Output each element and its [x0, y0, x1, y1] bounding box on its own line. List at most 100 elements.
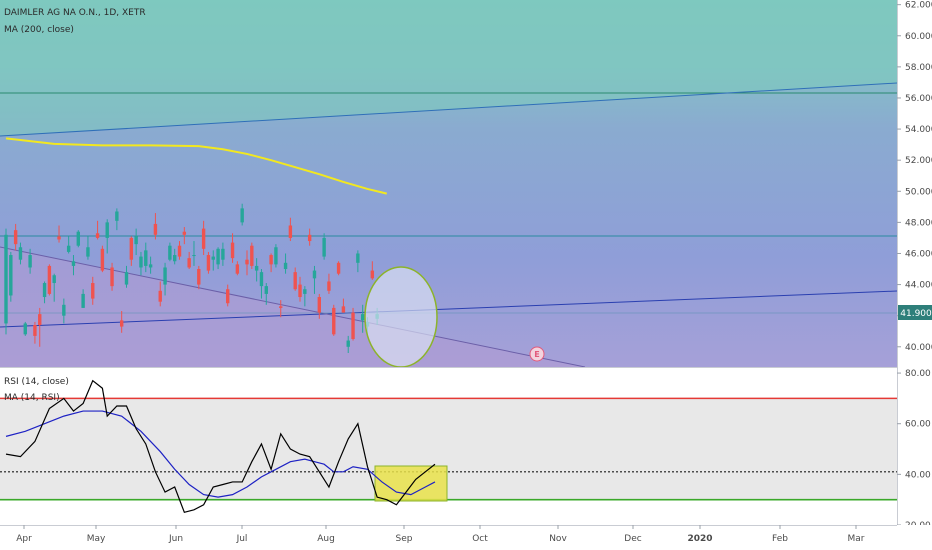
- candle[interactable]: [332, 304, 336, 336]
- descending-trend-line[interactable]: [0, 246, 586, 367]
- rsi-ma-line[interactable]: [5, 410, 436, 498]
- candle[interactable]: [235, 261, 240, 276]
- candle[interactable]: [336, 261, 341, 276]
- candle[interactable]: [226, 284, 230, 307]
- candle[interactable]: [81, 289, 85, 308]
- candle[interactable]: [168, 242, 172, 262]
- candle[interactable]: [356, 250, 360, 273]
- candle[interactable]: [259, 269, 264, 299]
- earnings-badge-label: E: [534, 350, 539, 359]
- candle[interactable]: [52, 273, 56, 302]
- candle[interactable]: [105, 219, 109, 254]
- candle[interactable]: [283, 253, 288, 274]
- candle[interactable]: [144, 242, 148, 273]
- candle[interactable]: [173, 248, 177, 265]
- candle[interactable]: [38, 307, 42, 347]
- candle[interactable]: [322, 233, 326, 260]
- candle[interactable]: [192, 241, 196, 266]
- candle[interactable]: [18, 242, 23, 265]
- candle[interactable]: [269, 253, 273, 273]
- candle[interactable]: [182, 227, 187, 245]
- candle[interactable]: [221, 242, 225, 266]
- ma-200-line[interactable]: [5, 137, 388, 195]
- candle[interactable]: [134, 228, 138, 256]
- candle[interactable]: [303, 286, 307, 307]
- rsi-ma-label[interactable]: MA (14, RSI): [4, 393, 60, 403]
- candle[interactable]: [307, 228, 312, 246]
- candle[interactable]: [66, 236, 71, 254]
- candle[interactable]: [23, 321, 27, 336]
- rsi-line[interactable]: [5, 379, 436, 514]
- price-scale[interactable]: [897, 0, 932, 525]
- candle-body: [9, 255, 13, 296]
- candle[interactable]: [279, 300, 283, 318]
- time-axis[interactable]: [0, 525, 932, 550]
- candle-body: [279, 306, 283, 308]
- candle[interactable]: [211, 250, 215, 271]
- time-tick-label: Dec: [624, 534, 641, 544]
- candle[interactable]: [119, 311, 124, 333]
- candle[interactable]: [206, 251, 211, 274]
- upper-trend-line[interactable]: [0, 82, 897, 137]
- ma-indicator-label[interactable]: MA (200, close): [4, 25, 74, 35]
- candle[interactable]: [274, 244, 278, 268]
- candle[interactable]: [327, 273, 331, 294]
- candle[interactable]: [62, 298, 66, 324]
- candle[interactable]: [317, 293, 321, 319]
- candle[interactable]: [216, 247, 220, 270]
- candle[interactable]: [163, 262, 167, 296]
- candle[interactable]: [153, 213, 158, 240]
- candle[interactable]: [91, 276, 95, 305]
- candle[interactable]: [42, 281, 47, 304]
- candle[interactable]: [264, 283, 268, 305]
- candle[interactable]: [115, 208, 119, 231]
- time-tick-label: Aug: [317, 534, 335, 544]
- symbol-title[interactable]: DAIMLER AG NA O.N., 1D, XETR: [4, 8, 146, 18]
- candle-body: [100, 248, 105, 271]
- candle[interactable]: [47, 264, 52, 296]
- candle[interactable]: [95, 220, 100, 240]
- candle[interactable]: [197, 265, 201, 290]
- candle[interactable]: [370, 261, 375, 280]
- candle[interactable]: [360, 304, 365, 333]
- candle[interactable]: [57, 225, 61, 243]
- rsi-highlight-box[interactable]: [374, 465, 448, 502]
- candle[interactable]: [351, 307, 355, 341]
- candle[interactable]: [86, 236, 90, 260]
- candle[interactable]: [245, 250, 249, 276]
- candle[interactable]: [346, 335, 350, 354]
- candle[interactable]: [148, 256, 153, 274]
- candle[interactable]: [341, 298, 346, 313]
- rsi-title[interactable]: RSI (14, close): [4, 377, 69, 387]
- candle[interactable]: [33, 321, 37, 344]
- candle[interactable]: [71, 255, 76, 276]
- candle[interactable]: [312, 265, 317, 294]
- candle[interactable]: [250, 242, 254, 270]
- highlight-ellipse[interactable]: [364, 266, 438, 367]
- candle[interactable]: [177, 241, 182, 260]
- candle[interactable]: [110, 262, 114, 291]
- candle[interactable]: [293, 267, 297, 291]
- candle[interactable]: [4, 228, 8, 335]
- candle-body: [322, 237, 326, 257]
- candle[interactable]: [76, 230, 80, 248]
- candle[interactable]: [28, 248, 32, 274]
- candle[interactable]: [9, 251, 13, 302]
- candle[interactable]: [230, 233, 235, 263]
- last-price-tag: [898, 305, 932, 320]
- candle[interactable]: [298, 276, 302, 302]
- candle[interactable]: [139, 251, 143, 276]
- candle[interactable]: [254, 258, 259, 282]
- candle[interactable]: [13, 223, 18, 251]
- candle[interactable]: [100, 245, 105, 273]
- candle[interactable]: [288, 217, 293, 242]
- candle[interactable]: [201, 220, 206, 256]
- candle[interactable]: [158, 281, 162, 307]
- candle[interactable]: [124, 265, 129, 288]
- lower-trend-line[interactable]: [0, 290, 897, 328]
- candle[interactable]: [187, 251, 191, 270]
- candle[interactable]: [240, 203, 244, 226]
- candle[interactable]: [129, 236, 134, 266]
- candle-body: [148, 264, 153, 268]
- earnings-badge[interactable]: [529, 346, 545, 362]
